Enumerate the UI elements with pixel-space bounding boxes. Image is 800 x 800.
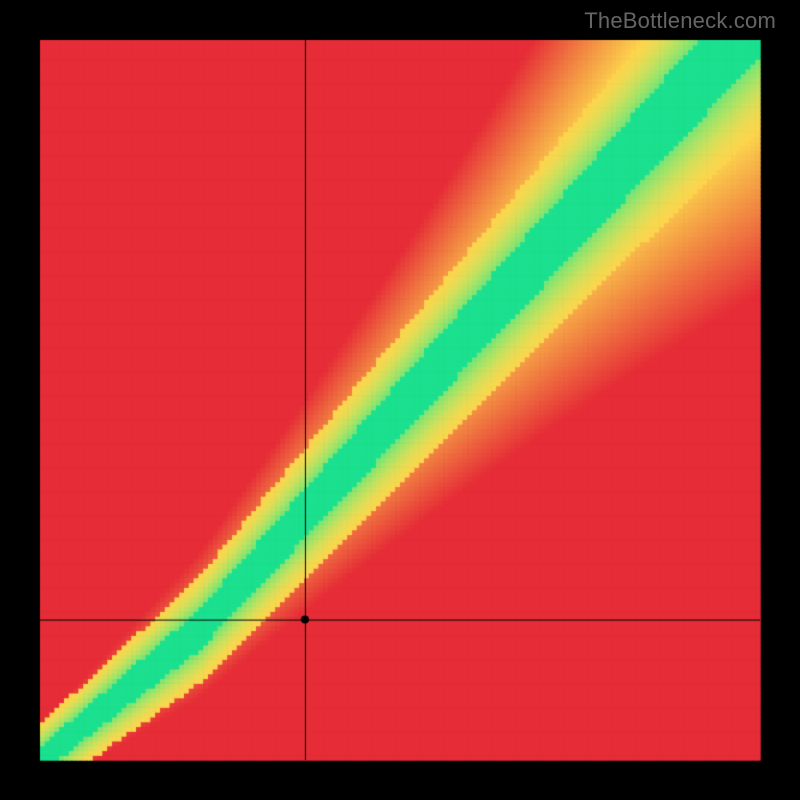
watermark-text: TheBottleneck.com <box>584 8 776 34</box>
bottleneck-heatmap <box>0 0 800 800</box>
